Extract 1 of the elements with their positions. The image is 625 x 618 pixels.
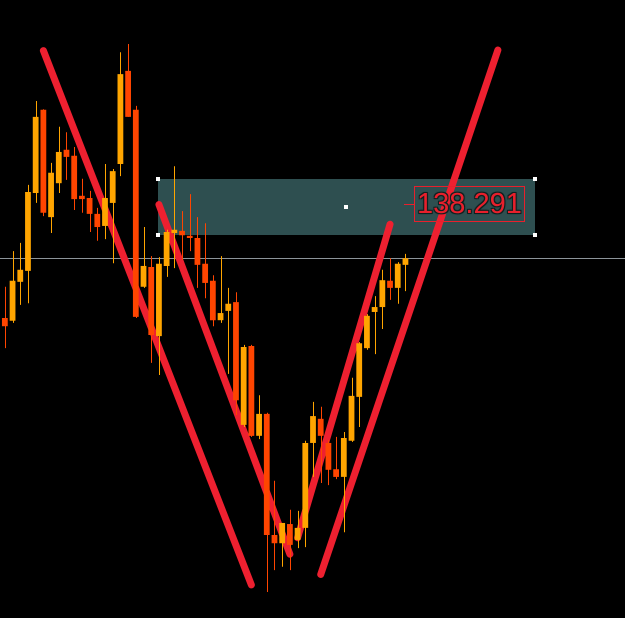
candlestick bbox=[387, 258, 393, 300]
